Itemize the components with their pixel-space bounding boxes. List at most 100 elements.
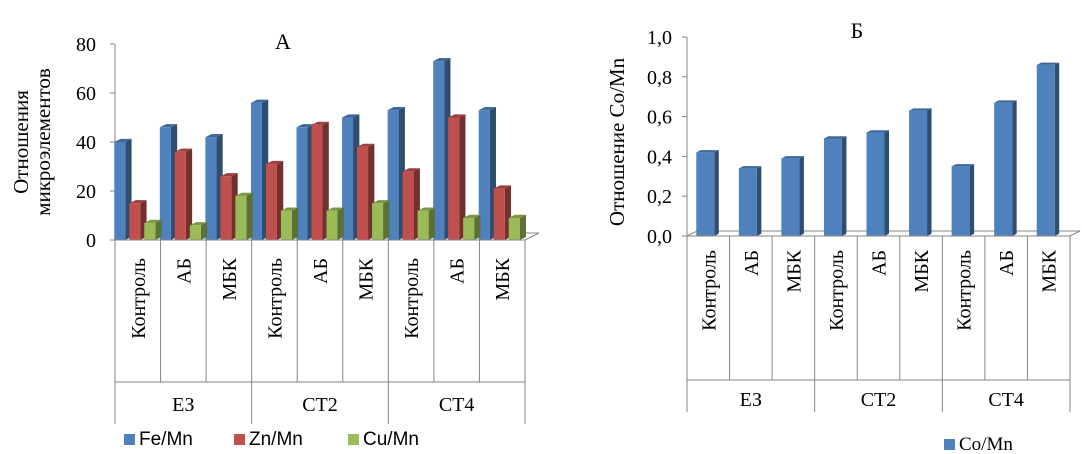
- bar-top: [205, 133, 223, 138]
- bar-front: [508, 217, 520, 240]
- bar-front: [205, 137, 217, 240]
- bar-zn-mn: [311, 121, 329, 240]
- bar-side: [1012, 100, 1017, 236]
- bar-front: [951, 166, 970, 236]
- category-label: АБ: [869, 250, 891, 276]
- bar-front: [478, 110, 490, 241]
- bar-co-mn: [909, 108, 932, 236]
- bar-cu-mn: [280, 207, 299, 240]
- bar-side: [884, 130, 889, 236]
- bar-side: [185, 148, 193, 240]
- category-label: Контроль: [698, 250, 720, 331]
- bar-fe-mn: [250, 99, 269, 241]
- bar-front: [1036, 64, 1055, 236]
- bar-co-mn: [1036, 62, 1060, 236]
- bar-front: [448, 117, 460, 240]
- bar-top: [493, 185, 512, 189]
- bar-front: [174, 151, 186, 240]
- group-label: ЕЗ: [172, 394, 194, 416]
- bar-zn-mn: [174, 148, 193, 240]
- bar-side: [841, 136, 847, 236]
- bar-co-mn: [738, 166, 762, 236]
- legend-label: Fe/Mn: [139, 429, 193, 450]
- y-tick-label: 0,2: [647, 186, 672, 208]
- bar-top: [1036, 62, 1060, 65]
- y-tick-label: 20: [76, 181, 96, 203]
- bar-side: [291, 207, 299, 240]
- bar-top: [387, 107, 405, 111]
- bar-side: [428, 207, 435, 240]
- bar-front: [866, 132, 885, 236]
- bar-front: [159, 127, 171, 240]
- bar-side: [459, 114, 466, 240]
- y-tick-label: 60: [76, 83, 96, 105]
- category-label: Контроль: [401, 258, 423, 339]
- bar-co-mn: [866, 130, 889, 236]
- category-label: АБ: [996, 250, 1018, 276]
- bar-front: [220, 176, 232, 240]
- bar-co-mn: [781, 156, 804, 236]
- panel-letter: А: [275, 29, 291, 54]
- bar-top: [189, 222, 208, 226]
- category-label: Контроль: [954, 250, 976, 331]
- bar-cu-mn: [235, 192, 253, 240]
- bar-front: [696, 152, 715, 236]
- y-tick-label: 0,4: [647, 146, 672, 168]
- bar-top: [909, 108, 932, 111]
- bar-side: [756, 166, 762, 236]
- bar-top: [417, 207, 435, 211]
- bar-front: [144, 222, 156, 240]
- bar-side: [519, 214, 527, 240]
- bar-top: [402, 168, 420, 172]
- category-label: Контроль: [128, 258, 150, 339]
- bar-zn-mn: [357, 143, 375, 240]
- bar-top: [357, 143, 375, 147]
- bar-top: [463, 214, 481, 218]
- bar-front: [189, 225, 201, 240]
- category-label: МБК: [356, 257, 378, 300]
- bar-side: [714, 150, 719, 236]
- group-label: СТ4: [439, 394, 475, 416]
- bar-zn-mn: [402, 168, 420, 240]
- bar-top: [144, 219, 162, 223]
- bar-front: [235, 195, 247, 240]
- bar-top: [311, 121, 329, 125]
- bar-top: [159, 124, 178, 128]
- bar-front: [280, 210, 292, 240]
- group-label: СТ4: [988, 389, 1024, 411]
- bar-top: [342, 114, 360, 118]
- bar-zn-mn: [493, 185, 512, 240]
- category-label: Контроль: [826, 250, 848, 331]
- bar-co-mn: [823, 136, 847, 236]
- bar-front: [265, 164, 277, 240]
- bar-top: [326, 207, 344, 211]
- bar-front: [357, 146, 369, 240]
- group-label: СТ2: [861, 389, 897, 411]
- bar-front: [311, 124, 323, 240]
- bar-top: [508, 214, 527, 218]
- bar-fe-mn: [342, 114, 360, 240]
- category-label: МБК: [911, 249, 933, 292]
- y-tick-label: 0,0: [647, 226, 672, 248]
- bar-side: [155, 219, 162, 240]
- y-tick-label: 0,8: [647, 67, 672, 89]
- bar-side: [1054, 62, 1060, 236]
- bar-side: [474, 214, 481, 240]
- legend-swatch: [944, 439, 955, 450]
- bar-fe-mn: [478, 107, 497, 241]
- bar-cu-mn: [326, 207, 344, 240]
- bar-fe-mn: [296, 124, 314, 240]
- bar-fe-mn: [433, 58, 451, 241]
- bar-fe-mn: [114, 138, 132, 240]
- bar-cu-mn: [508, 214, 527, 240]
- bar-fe-mn: [387, 107, 405, 241]
- bar-side: [969, 164, 975, 236]
- group-label: ЕЗ: [740, 389, 762, 411]
- legend-swatch: [124, 434, 135, 445]
- bar-front: [433, 61, 445, 241]
- bar-cu-mn: [144, 219, 162, 240]
- bar-front: [909, 110, 928, 236]
- y-tick-label: 80: [76, 34, 96, 56]
- bar-cu-mn: [417, 207, 435, 240]
